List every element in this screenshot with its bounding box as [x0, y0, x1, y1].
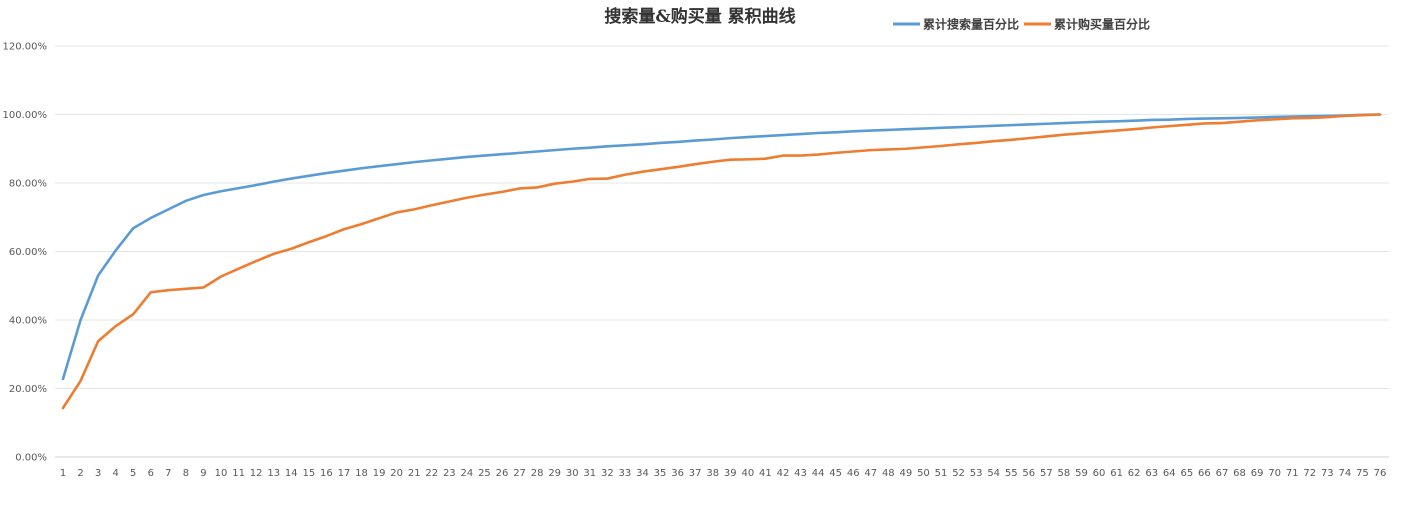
x-tick-label: 49 [900, 468, 913, 479]
x-tick-label: 47 [864, 468, 877, 479]
x-tick-label: 62 [1128, 468, 1141, 479]
x-tick-label: 22 [425, 468, 438, 479]
x-tick-label: 29 [548, 468, 561, 479]
x-tick-label: 58 [1058, 468, 1071, 479]
x-tick-label: 38 [706, 468, 719, 479]
x-tick-label: 53 [970, 468, 983, 479]
x-tick-label: 56 [1022, 468, 1035, 479]
x-tick-label: 9 [200, 468, 206, 479]
x-tick-label: 69 [1251, 468, 1264, 479]
x-tick-label: 27 [513, 468, 526, 479]
x-tick-label: 73 [1321, 468, 1334, 479]
x-tick-label: 43 [794, 468, 807, 479]
x-tick-label: 72 [1303, 468, 1316, 479]
x-tick-label: 71 [1286, 468, 1299, 479]
x-tick-label: 35 [654, 468, 667, 479]
x-tick-label: 12 [250, 468, 263, 479]
x-tick-label: 76 [1374, 468, 1387, 479]
series-line-2 [61, 113, 1382, 410]
x-tick-label: 50 [917, 468, 930, 479]
legend: 累计搜索量百分比 累计购买量百分比 [893, 17, 1150, 32]
x-tick-label: 54 [987, 468, 1000, 479]
x-tick-label: 41 [759, 468, 772, 479]
x-tick-label: 1 [60, 468, 66, 479]
x-tick-label: 40 [741, 468, 754, 479]
x-tick-label: 8 [183, 468, 189, 479]
x-tick-label: 6 [148, 468, 154, 479]
x-tick-label: 63 [1145, 468, 1158, 479]
y-tick-label: 100.00% [3, 110, 48, 121]
x-tick-label: 18 [355, 468, 368, 479]
y-tick-label: 0.00% [15, 453, 47, 464]
x-tick-label: 16 [320, 468, 333, 479]
x-tick-label: 19 [373, 468, 386, 479]
x-tick-label: 55 [1005, 468, 1018, 479]
x-tick-label: 45 [829, 468, 842, 479]
x-tick-label: 32 [601, 468, 614, 479]
x-tick-label: 52 [952, 468, 965, 479]
x-tick-label: 4 [112, 468, 118, 479]
x-tick-label: 20 [390, 468, 403, 479]
x-tick-label: 34 [636, 468, 649, 479]
x-tick-label: 74 [1339, 468, 1352, 479]
x-tick-label: 5 [130, 468, 136, 479]
x-tick-label: 60 [1093, 468, 1106, 479]
x-tick-label: 48 [882, 468, 895, 479]
x-tick-label: 59 [1075, 468, 1088, 479]
x-tick-label: 17 [338, 468, 351, 479]
x-tick-label: 25 [478, 468, 491, 479]
x-tick-label: 67 [1216, 468, 1229, 479]
x-tick-label: 46 [847, 468, 860, 479]
y-tick-label: 20.00% [9, 384, 47, 395]
x-tick-label: 57 [1040, 468, 1053, 479]
x-tick-label: 21 [408, 468, 421, 479]
x-tick-label: 30 [566, 468, 579, 479]
x-tick-label: 15 [302, 468, 315, 479]
x-tick-label: 75 [1356, 468, 1369, 479]
x-tick-label: 68 [1233, 468, 1246, 479]
y-tick-label: 40.00% [9, 316, 47, 327]
y-axis-tick-labels: 0.00% 20.00% 40.00% 60.00% 80.00% 100.00% 120.… [3, 42, 48, 464]
x-axis-tick-labels: 1 2 3 4 5 6 7 8 9 10 11 12 13 14 15 16 17 18 19 20 21 22 23 24 2… [60, 468, 1387, 479]
x-tick-label: 2 [77, 468, 83, 479]
x-tick-label: 64 [1163, 468, 1176, 479]
legend-label-1: 累计搜索量百分比 [923, 17, 1019, 32]
x-tick-label: 23 [443, 468, 456, 479]
series-lines [61, 113, 1382, 410]
x-tick-label: 31 [583, 468, 596, 479]
x-tick-label: 51 [935, 468, 948, 479]
series-line-1 [61, 113, 1382, 381]
y-tick-label: 120.00% [3, 42, 48, 53]
y-tick-label: 80.00% [9, 179, 47, 190]
x-tick-label: 66 [1198, 468, 1211, 479]
x-tick-label: 44 [812, 468, 825, 479]
x-tick-label: 36 [671, 468, 684, 479]
x-tick-label: 70 [1268, 468, 1281, 479]
x-tick-label: 26 [496, 468, 509, 479]
x-tick-label: 37 [689, 468, 702, 479]
x-tick-label: 61 [1110, 468, 1123, 479]
x-tick-label: 42 [777, 468, 790, 479]
x-tick-label: 24 [461, 468, 474, 479]
x-tick-label: 11 [232, 468, 245, 479]
x-tick-label: 65 [1180, 468, 1193, 479]
x-tick-label: 39 [724, 468, 737, 479]
x-tick-label: 3 [95, 468, 101, 479]
x-tick-label: 10 [215, 468, 228, 479]
x-tick-label: 33 [619, 468, 632, 479]
x-tick-label: 28 [531, 468, 544, 479]
legend-label-2: 累计购买量百分比 [1054, 17, 1150, 32]
x-tick-label: 7 [165, 468, 171, 479]
x-tick-label: 13 [267, 468, 280, 479]
gridlines [55, 45, 1389, 458]
y-tick-label: 60.00% [9, 247, 47, 258]
x-tick-label: 14 [285, 468, 298, 479]
chart-title: 搜索量&购买量 累积曲线 [604, 6, 795, 27]
